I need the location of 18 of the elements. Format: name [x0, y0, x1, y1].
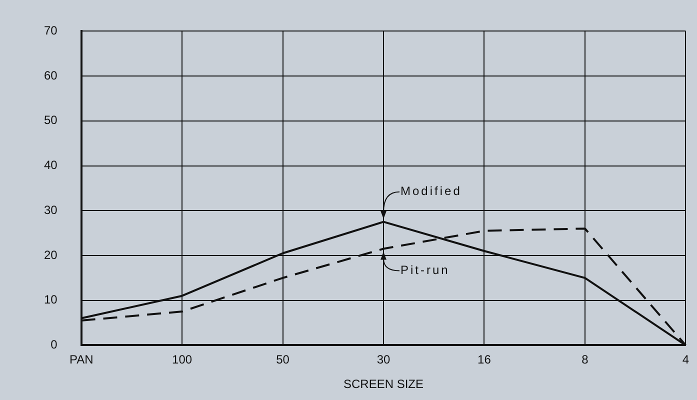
annotation: Pit-run [400, 263, 450, 278]
x-tick-label: 100 [172, 352, 192, 367]
x-tick-label: 8 [582, 352, 589, 367]
x-tick-label: 50 [276, 352, 290, 367]
y-tick-label: 60 [44, 68, 58, 82]
x-axis-title: SCREEN SIZE [344, 377, 424, 392]
y-tick-label: 10 [44, 292, 58, 307]
annotation: Modified [400, 184, 462, 198]
y-tick-label: 50 [44, 113, 58, 128]
y-tick-label: 30 [44, 202, 58, 217]
x-tick-label: 16 [478, 352, 492, 367]
y-tick-label: 20 [44, 248, 58, 262]
x-tick-label: 30 [376, 352, 390, 367]
x-tick-label: 4 [682, 352, 690, 367]
y-tick-label: 70 [44, 24, 58, 38]
x-tick-label: PAN [69, 352, 94, 367]
y-tick-label: 0 [50, 338, 58, 352]
y-tick-label: 40 [44, 158, 58, 172]
